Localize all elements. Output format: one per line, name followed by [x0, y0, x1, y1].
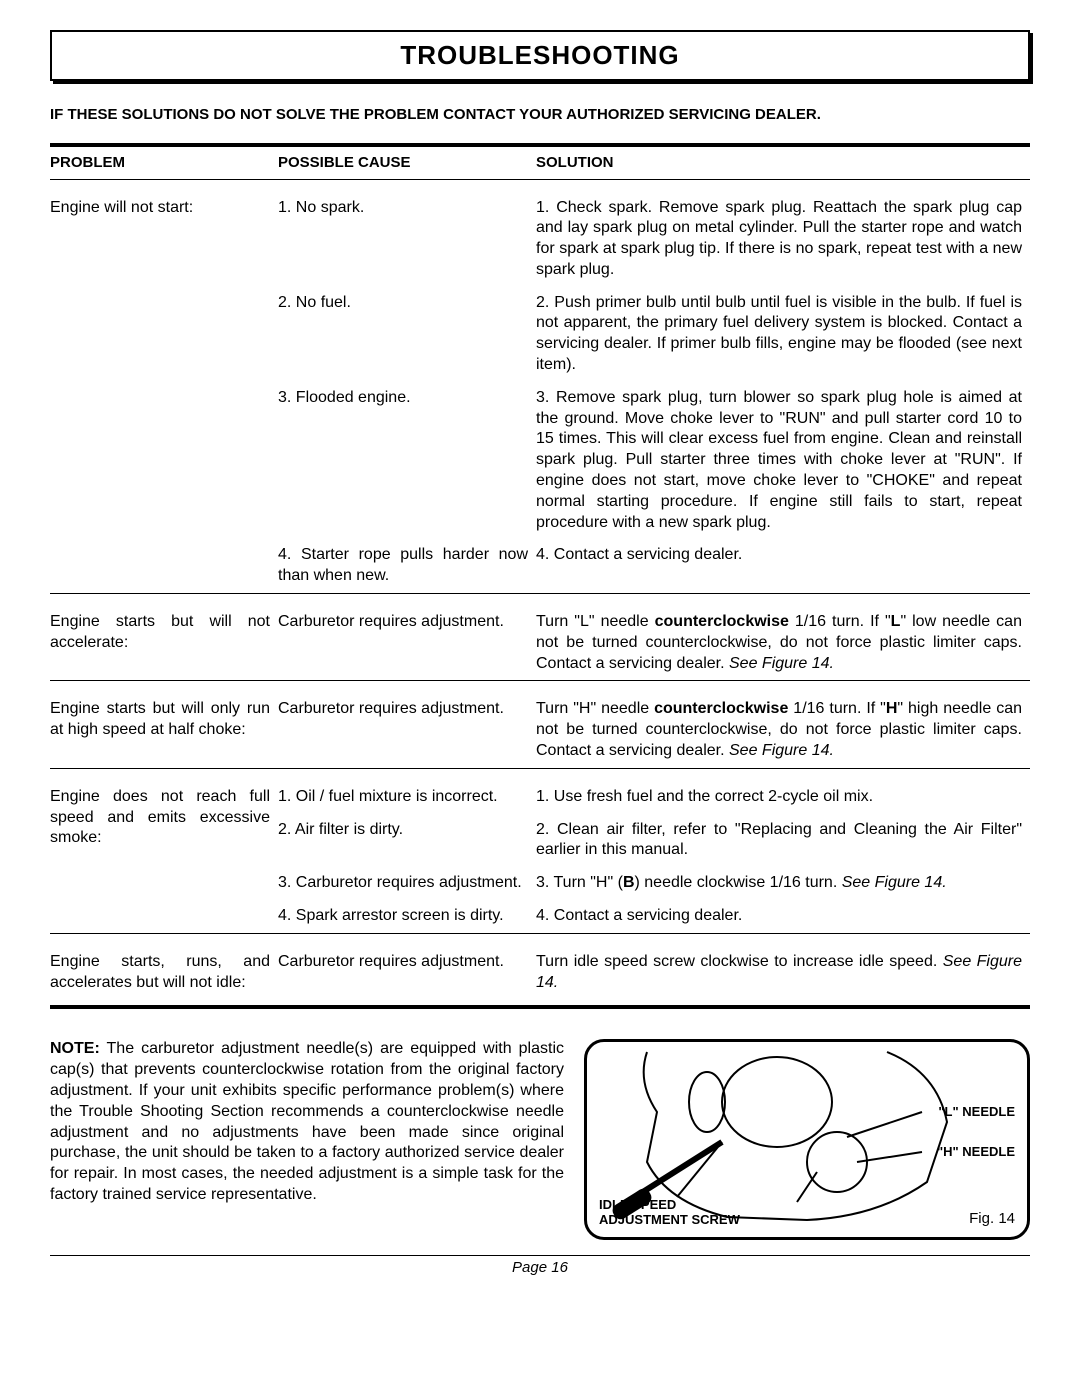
- header-problem: PROBLEM: [50, 147, 278, 179]
- cause-cell: 1. Oil / fuel mixture is incorrect.: [278, 781, 536, 814]
- cause-cell: 4. Starter rope pulls harder now than wh…: [278, 539, 536, 593]
- figure-14: "L" NEEDLE "H" NEEDLE IDLE SPEED ADJUSTM…: [584, 1039, 1030, 1240]
- table-row: 4. Starter rope pulls harder now than wh…: [50, 539, 1030, 593]
- cause-cell: 2. Air filter is dirty.: [278, 814, 536, 868]
- figure-caption: Fig. 14: [969, 1210, 1015, 1227]
- cause-cell: 4. Spark arrestor screen is dirty.: [278, 900, 536, 933]
- solution-cell: 3. Turn "H" (B) needle clockwise 1/16 tu…: [536, 867, 1030, 900]
- label-h-needle: "H" NEEDLE: [937, 1144, 1015, 1159]
- troubleshooting-table: PROBLEM POSSIBLE CAUSE SOLUTION Engine w…: [50, 147, 1030, 999]
- note-body: The carburetor adjustment needle(s) are …: [50, 1040, 564, 1203]
- header-cause: POSSIBLE CAUSE: [278, 147, 536, 179]
- solution-cell: 1. Check spark. Remove spark plug. Reatt…: [536, 192, 1030, 287]
- cause-cell: Carburetor requires adjustment.: [278, 946, 536, 1000]
- subheading: IF THESE SOLUTIONS DO NOT SOLVE THE PROB…: [50, 106, 1030, 123]
- table-row: Engine starts, runs, and accelerates but…: [50, 946, 1030, 1000]
- problem-cell: Engine starts, runs, and accelerates but…: [50, 946, 278, 1000]
- solution-cell: 1. Use fresh fuel and the correct 2-cycl…: [536, 781, 1030, 814]
- rule-bottom: [50, 1005, 1030, 1009]
- cause-cell: 2. No fuel.: [278, 287, 536, 382]
- label-l-needle: "L" NEEDLE: [938, 1104, 1015, 1119]
- cause-cell: 3. Carburetor requires adjustment.: [278, 867, 536, 900]
- cause-cell: Carburetor requires adjustment.: [278, 606, 536, 681]
- solution-cell: Turn idle speed screw clockwise to incre…: [536, 946, 1030, 1000]
- label-idle-screw: IDLE SPEED ADJUSTMENT SCREW: [599, 1197, 740, 1227]
- cause-cell: 3. Flooded engine.: [278, 382, 536, 540]
- solution-cell: 4. Contact a servicing dealer.: [536, 900, 1030, 933]
- solution-cell: 2. Clean air filter, refer to "Replacing…: [536, 814, 1030, 868]
- table-row: Engine starts but will not accelerate: C…: [50, 606, 1030, 681]
- table-row: Engine does not reach full speed and emi…: [50, 781, 1030, 814]
- table-row: Engine starts but will only run at high …: [50, 693, 1030, 768]
- solution-cell: 4. Contact a servicing dealer.: [536, 539, 1030, 593]
- page-title: TROUBLESHOOTING: [52, 40, 1028, 71]
- solution-cell: Turn "L" needle counterclockwise 1/16 tu…: [536, 606, 1030, 681]
- table-row: 2. No fuel. 2. Push primer bulb until bu…: [50, 287, 1030, 382]
- problem-cell: Engine starts but will not accelerate:: [50, 606, 278, 681]
- note-label: NOTE:: [50, 1040, 100, 1057]
- table-row: Engine will not start: 1. No spark. 1. C…: [50, 192, 1030, 287]
- title-box: TROUBLESHOOTING: [50, 30, 1030, 81]
- page-container: TROUBLESHOOTING IF THESE SOLUTIONS DO NO…: [0, 0, 1080, 1296]
- problem-cell: Engine will not start:: [50, 192, 278, 287]
- solution-cell: 2. Push primer bulb until bulb until fue…: [536, 287, 1030, 382]
- solution-cell: Turn "H" needle counterclockwise 1/16 tu…: [536, 693, 1030, 768]
- note-and-figure-row: NOTE: The carburetor adjustment needle(s…: [50, 1039, 1030, 1240]
- table-row: 3. Flooded engine. 3. Remove spark plug,…: [50, 382, 1030, 540]
- cause-cell: Carburetor requires adjustment.: [278, 693, 536, 768]
- note-text: NOTE: The carburetor adjustment needle(s…: [50, 1039, 564, 1205]
- page-footer: Page 16: [50, 1255, 1030, 1276]
- header-solution: SOLUTION: [536, 147, 1030, 179]
- header-row: PROBLEM POSSIBLE CAUSE SOLUTION: [50, 147, 1030, 179]
- solution-cell: 3. Remove spark plug, turn blower so spa…: [536, 382, 1030, 540]
- problem-cell: Engine does not reach full speed and emi…: [50, 781, 278, 933]
- cause-cell: 1. No spark.: [278, 192, 536, 287]
- problem-cell: Engine starts but will only run at high …: [50, 693, 278, 768]
